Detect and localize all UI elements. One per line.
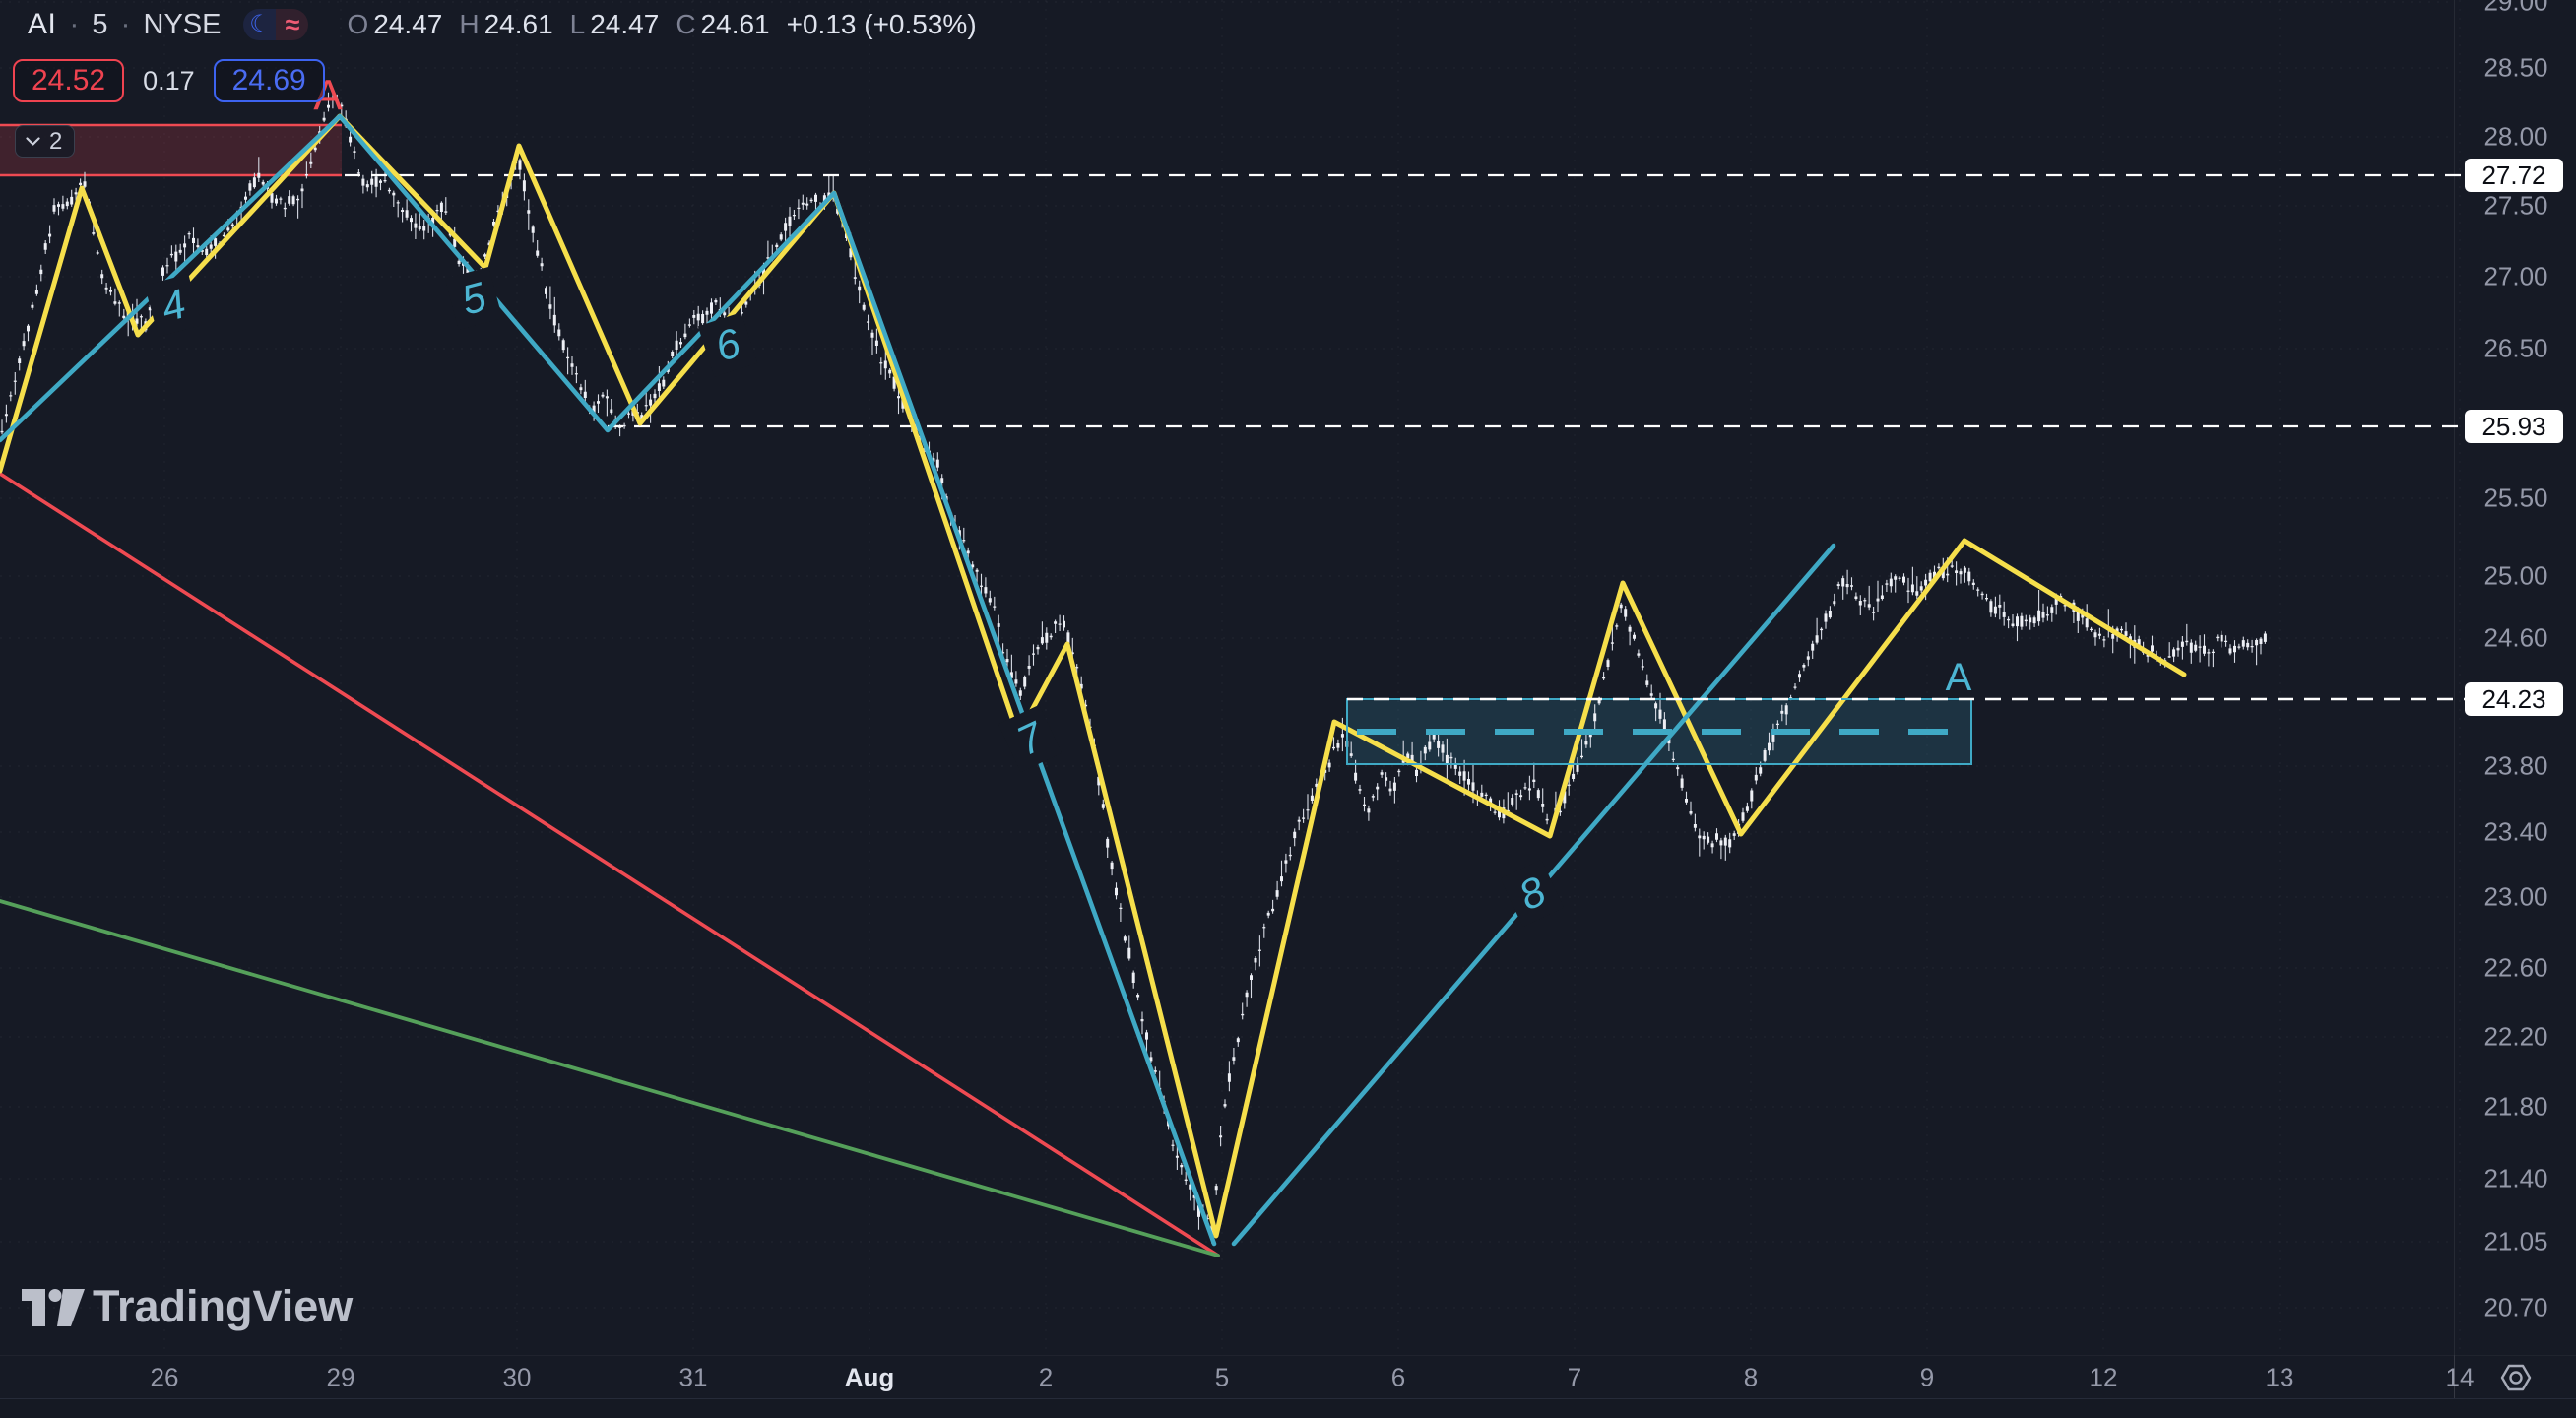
price-tick-label: 28.00 bbox=[2483, 121, 2548, 152]
ohlc-o-pair: O 24.47 bbox=[347, 9, 443, 39]
yellow-zigzag-drawing[interactable] bbox=[0, 113, 2187, 1239]
demand-zone-drawing[interactable] bbox=[1346, 697, 2468, 765]
time-tick-label: 13 bbox=[2265, 1362, 2294, 1392]
time-tick-label: 29 bbox=[326, 1362, 355, 1392]
price-tick-label: 21.05 bbox=[2483, 1226, 2548, 1257]
price-tick-label: 20.70 bbox=[2483, 1292, 2548, 1322]
price-tick-label: 29.00 bbox=[2483, 0, 2548, 17]
time-tick-label: 7 bbox=[1567, 1362, 1582, 1392]
price-level-tag: 24.23 bbox=[2465, 682, 2563, 716]
point-label-a-teal[interactable]: A bbox=[1946, 656, 1972, 699]
price-tick-label: 21.40 bbox=[2483, 1163, 2548, 1193]
tradingview-logo-text: TradingView bbox=[93, 1281, 354, 1331]
moon-icon: ☾ bbox=[249, 11, 271, 37]
time-tick-label: 8 bbox=[1743, 1362, 1759, 1392]
price-axis[interactable]: 29.00 28.50 28.00 27.50 27.00 26.50 25.50 25.00… bbox=[2454, 0, 2576, 1398]
price-tick-label: 27.50 bbox=[2483, 190, 2548, 221]
ohlc-h-pair: H 24.61 bbox=[459, 9, 553, 39]
spread-value: 0.17 bbox=[143, 65, 195, 96]
time-tick-label: 30 bbox=[502, 1362, 532, 1392]
symbol-name[interactable]: AI bbox=[28, 8, 57, 40]
green-trendline-drawing[interactable] bbox=[0, 899, 1220, 1257]
teal-zigzag-drawing[interactable] bbox=[0, 113, 1836, 1247]
time-axis[interactable]: 26 29 30 31 Aug 2 5 6 7 8 9 12 13 14 bbox=[0, 1355, 2474, 1399]
price-level-tag: 25.93 bbox=[2465, 410, 2563, 443]
axis-settings-corner bbox=[2454, 1355, 2576, 1399]
time-tick-label: 14 bbox=[2445, 1362, 2475, 1392]
bid-ask-row: 24.52 0.17 24.69 bbox=[13, 59, 325, 102]
separator-dot: · bbox=[120, 8, 131, 40]
price-level-tag: 27.72 bbox=[2465, 159, 2563, 192]
time-tick-label: 31 bbox=[678, 1362, 708, 1392]
drawings-count: 2 bbox=[49, 127, 63, 155]
price-tick-label: 22.20 bbox=[2483, 1021, 2548, 1052]
time-tick-label: 26 bbox=[150, 1362, 179, 1392]
price-tick-label: 24.60 bbox=[2483, 622, 2548, 653]
ohlc-values: O 24.47 H 24.61 L 24.47 C 24.61 +0.13 (+0.53%) bbox=[347, 9, 976, 40]
price-tick-label: 23.40 bbox=[2483, 816, 2548, 847]
delayed-data-segment[interactable]: ≈ bbox=[276, 9, 309, 40]
price-tick-label: 26.50 bbox=[2483, 333, 2548, 363]
symbol-legend: AI · 5 · NYSE ☾ ≈ O 24.47 H 24.61 L 24.47 C 24.… bbox=[28, 8, 977, 41]
price-tick-label: 23.80 bbox=[2483, 750, 2548, 781]
delayed-data-icon: ≈ bbox=[285, 9, 300, 39]
time-tick-label: 5 bbox=[1214, 1362, 1230, 1392]
time-tick-label: 6 bbox=[1390, 1362, 1406, 1392]
time-tick-label: 12 bbox=[2089, 1362, 2118, 1392]
time-tick-label: 9 bbox=[1919, 1362, 1935, 1392]
interval-label[interactable]: 5 bbox=[92, 8, 108, 40]
scale-settings-icon[interactable] bbox=[2496, 1358, 2536, 1397]
change-value: +0.13 (+0.53%) bbox=[786, 9, 977, 39]
drawings-collapse-badge[interactable]: 2 bbox=[15, 125, 76, 158]
price-tick-label: 22.60 bbox=[2483, 952, 2548, 983]
chevron-down-icon bbox=[26, 137, 40, 146]
ohlc-c-pair: C 24.61 bbox=[676, 9, 770, 39]
separator-dot: · bbox=[69, 8, 80, 40]
market-closed-segment[interactable]: ☾ bbox=[243, 9, 277, 40]
time-tick-label: 2 bbox=[1038, 1362, 1054, 1392]
ohlc-l-pair: L 24.47 bbox=[569, 9, 660, 39]
red-trendline-drawing[interactable] bbox=[0, 472, 1220, 1257]
price-tick-label: 28.50 bbox=[2483, 52, 2548, 83]
price-tick-label: 21.80 bbox=[2483, 1091, 2548, 1122]
grid-lines bbox=[0, 0, 2461, 1355]
bottom-toolbar-edge bbox=[0, 1398, 2576, 1418]
bid-price-button[interactable]: 24.52 bbox=[13, 59, 125, 102]
exchange-label: NYSE bbox=[143, 8, 222, 40]
market-status-pill[interactable]: ☾ ≈ bbox=[243, 9, 309, 40]
price-tick-label: 25.00 bbox=[2483, 560, 2548, 591]
price-tick-label: 23.00 bbox=[2483, 881, 2548, 912]
tradingview-logo[interactable]: TradingView bbox=[22, 1281, 354, 1331]
price-tick-label: 27.00 bbox=[2483, 261, 2548, 291]
price-tick-label: 25.50 bbox=[2483, 483, 2548, 513]
time-tick-label: Aug bbox=[844, 1362, 895, 1392]
ask-price-button[interactable]: 24.69 bbox=[213, 59, 325, 102]
